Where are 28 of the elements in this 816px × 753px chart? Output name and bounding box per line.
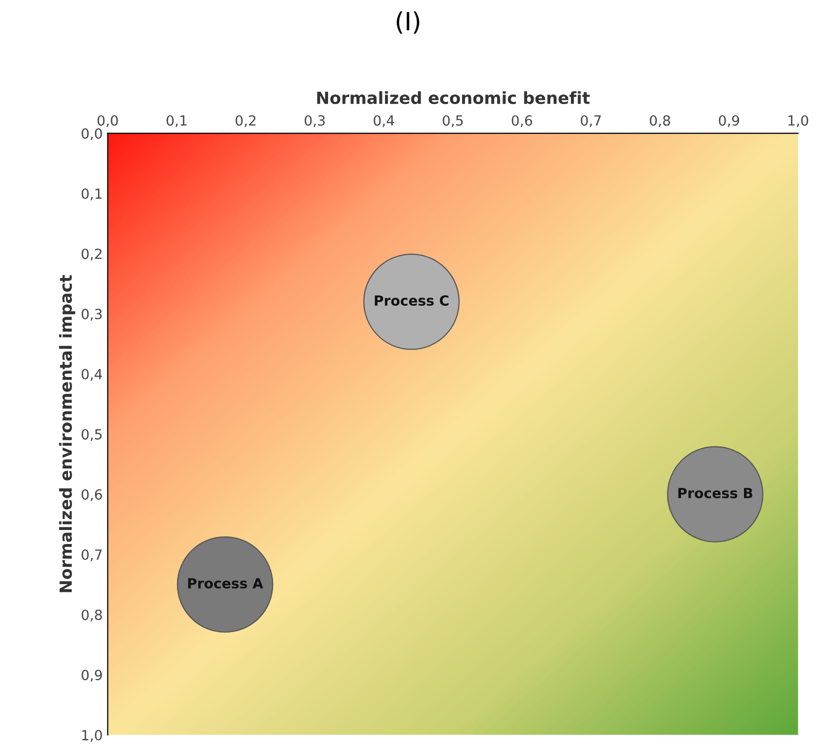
y-tick-label: 0,2	[82, 248, 102, 260]
x-tick-label: 0,0	[98, 115, 118, 128]
y-tick-label: 0,4	[82, 368, 102, 381]
y-tick-label: 1,0	[82, 730, 102, 742]
x-tick-label: 0,6	[512, 115, 532, 128]
y-tick-label: 0,8	[82, 610, 102, 622]
x-tick-label: 0,9	[718, 115, 740, 128]
series-label: Process C	[374, 295, 448, 306]
x-tick-label: 0,1	[166, 115, 187, 128]
y-tick-label: 0,1	[82, 188, 102, 200]
x-tick-label: 1,0	[788, 115, 808, 128]
series-label: Process B	[678, 488, 752, 498]
x-tick-label: 0,2	[236, 115, 256, 128]
y-tick-label: 0,9	[82, 670, 102, 682]
y-tick-label: 0,0	[82, 128, 102, 140]
x-tick-label: 0,5	[442, 115, 463, 128]
x-tick-label: 0,3	[304, 115, 325, 128]
y-tick-label: 0,6	[82, 489, 102, 502]
y-tick-label: 0,3	[82, 308, 102, 321]
y-tick-label: 0,7	[82, 549, 102, 562]
x-tick-label: 0,7	[580, 115, 601, 128]
x-tick-label: 0,4	[374, 115, 394, 128]
x-tick-label: 0,8	[650, 115, 670, 128]
x-axis-title: Normalized economic benefit	[317, 91, 590, 104]
y-tick-label: 0,5	[82, 429, 102, 441]
chart-title: (I)	[396, 11, 420, 34]
series-label: Process A	[188, 578, 264, 589]
y-axis-title: Normalized environmental impact	[59, 274, 76, 592]
